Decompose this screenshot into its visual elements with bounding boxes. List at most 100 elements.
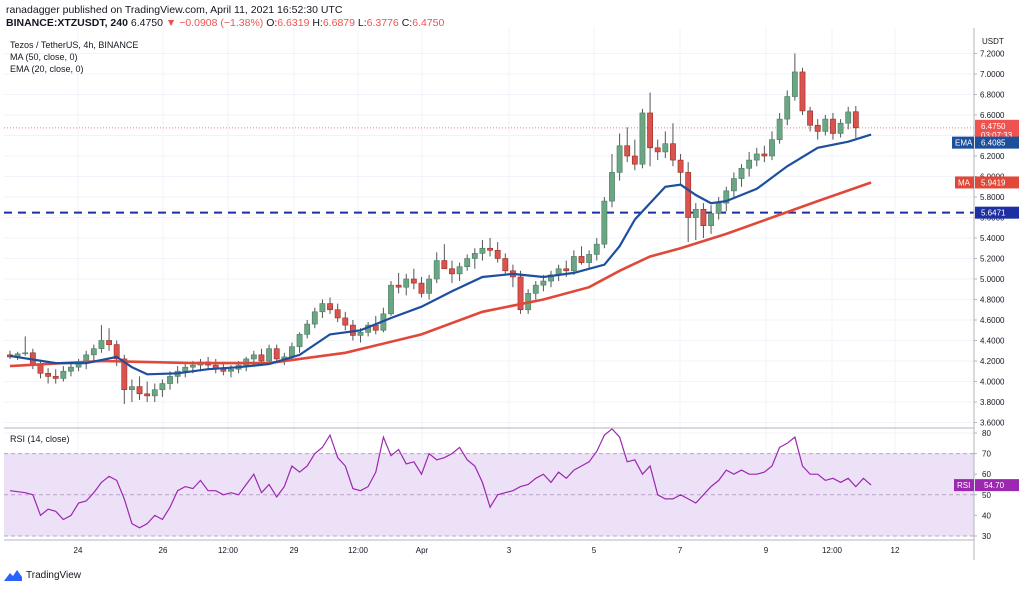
price-tick-label: 5.2000 (980, 255, 1005, 264)
candle-body (273, 348, 280, 360)
price-tick-label: 7.0000 (980, 70, 1005, 79)
candle-body (845, 111, 852, 124)
open-label: O: (266, 17, 278, 29)
candle-body (609, 172, 615, 202)
high-label: H: (312, 17, 323, 29)
tradingview-logo-icon (4, 570, 22, 581)
candle-body (167, 376, 173, 384)
candle-up (616, 133, 623, 181)
rsi-value-tag (975, 479, 1019, 492)
candle-up (708, 205, 714, 234)
candle-body (357, 331, 364, 336)
candle-down (410, 268, 417, 290)
candle-down (449, 260, 455, 284)
legend-ma[interactable]: MA (50, close, 0) (10, 52, 78, 62)
candle-body (776, 118, 783, 140)
chart-header: ranadagger published on TradingView.com,… (6, 4, 444, 30)
rsi-tick-label: 60 (982, 470, 991, 479)
rsi-axis-ticks[interactable]: 80 70 60 50 40 30 (974, 429, 991, 541)
price-tick-label: 4.4000 (980, 337, 1005, 346)
candle-up (426, 274, 432, 300)
symbol-line: BINANCE:XTZUSDT, 240 6.4750 ▼ −0.0908 (−… (6, 17, 444, 30)
legend-ema[interactable]: EMA (20, close, 0) (10, 64, 84, 74)
candle-down (761, 145, 768, 163)
series-legend-title[interactable]: Tezos / TetherUS, 4h, BINANCE (10, 40, 139, 50)
ma-name-tag (955, 176, 974, 189)
candle-down (654, 139, 661, 161)
candle-up (601, 197, 608, 249)
candle-body (121, 358, 128, 391)
price-tick-label: 6.8000 (980, 91, 1005, 100)
candle-body (395, 284, 402, 288)
candle-body (753, 153, 760, 161)
candle-body (129, 386, 135, 391)
candle-body (388, 284, 394, 315)
footer-brand[interactable]: TradingView (4, 570, 81, 581)
rsi-name-tag (954, 479, 974, 492)
last-price-tag (975, 119, 1019, 140)
price-tick-label: 4.2000 (980, 357, 1005, 366)
candle-up (68, 363, 74, 377)
candle-up (403, 273, 410, 296)
candle-body (700, 209, 707, 227)
candle-body (830, 118, 836, 134)
rsi-name-tag-label: RSI (957, 481, 970, 490)
candle-body (441, 260, 448, 270)
candle-body (22, 352, 29, 355)
candle-up (593, 238, 600, 261)
candle-body (730, 178, 737, 192)
low-value: 6.3776 (366, 17, 399, 29)
high-value: 6.6879 (322, 17, 355, 29)
price-tick-label: 3.6000 (980, 419, 1005, 428)
candle-up (586, 250, 593, 269)
candle-body (532, 284, 539, 294)
candle-down (517, 270, 524, 314)
candle-down (441, 244, 448, 270)
price-tick-label: 5.0000 (980, 275, 1005, 284)
ema-value-tag-label: 6.4085 (981, 139, 1006, 148)
legend-rsi[interactable]: RSI (14, close) (10, 434, 70, 444)
time-tick-label: Apr (416, 546, 429, 555)
rsi-tick-label: 30 (982, 532, 991, 541)
candle-up (723, 186, 730, 212)
ma-value-tag-label: 5.9419 (981, 178, 1006, 187)
candle-up (639, 108, 646, 169)
candle-down (52, 369, 59, 384)
candle-body (327, 303, 333, 311)
candle-down (334, 303, 341, 323)
candle-body (334, 309, 341, 319)
candle-up (845, 106, 852, 130)
candle-up (662, 131, 669, 159)
candle-body (220, 368, 227, 372)
candle-up (266, 344, 272, 364)
currency-label: USDT (982, 37, 1004, 46)
ma-name-tag-label: MA (958, 178, 971, 187)
rsi-tick-label: 80 (982, 429, 991, 438)
ema-name-tag-label: EMA (955, 139, 973, 148)
low-label: L: (357, 17, 367, 29)
candle-body (723, 190, 730, 204)
candle-down (799, 67, 806, 115)
price-tick-label: 5.4000 (980, 234, 1005, 243)
candle-down (670, 123, 676, 167)
candle-body (616, 145, 623, 173)
countdown-tag-value: 03:07:33 (981, 131, 1013, 140)
time-axis-ticks[interactable]: 24 26 12:00 29 12:00 Apr 3 5 7 9 12:00 12 (74, 546, 900, 555)
candle-body (479, 247, 486, 254)
candle-down (258, 348, 265, 364)
candle-down (494, 242, 501, 263)
candle-down (578, 246, 585, 265)
candle-body (182, 366, 189, 372)
candle-body (662, 143, 669, 153)
candle-body (799, 71, 806, 112)
symbol-name[interactable]: BINANCE:XTZUSDT, 240 (6, 17, 128, 29)
candle-down (624, 127, 631, 163)
candle-up (182, 363, 189, 378)
candle-body (471, 253, 478, 259)
candle-down (487, 238, 493, 257)
price-axis-ticks[interactable]: USDT7.20007.00006.80006.60006.40006.2000… (974, 37, 1005, 428)
time-tick-label: 7 (678, 546, 683, 555)
candle-up (151, 383, 158, 402)
candle-body (68, 366, 74, 372)
candle-body (784, 96, 791, 120)
